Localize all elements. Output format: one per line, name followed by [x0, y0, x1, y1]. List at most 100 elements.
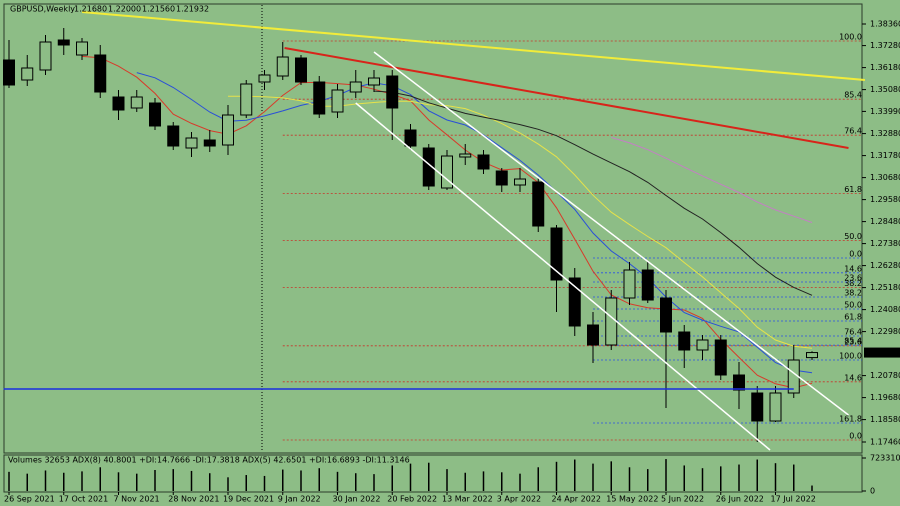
fib-label: 23.6 [844, 274, 862, 283]
y-tick-label: 1.33990 [870, 107, 900, 116]
candle-body [112, 96, 125, 111]
candle-body [422, 147, 435, 187]
candle-body [94, 54, 107, 93]
candle-body [185, 137, 198, 149]
header-price: 1.21932 [176, 5, 209, 14]
trend-line [284, 47, 849, 149]
plot-layer: 100.085.476.461.850.038.223.614.60.00.01… [3, 11, 866, 451]
candle-body [295, 57, 307, 83]
y-tick-label: 1.32880 [870, 129, 900, 138]
volume-tick-label: 723310 [870, 454, 900, 463]
candle-body [495, 170, 508, 186]
candle-body [258, 74, 271, 83]
fib-label: 76.4 [844, 127, 862, 136]
x-tick-label: 30 Jan 2022 [333, 495, 381, 504]
fib-label: 23.6 [844, 337, 862, 346]
y-tick-label: 1.29580 [870, 195, 900, 204]
fib-label: 100.0 [839, 33, 862, 42]
y-tick-label: 1.35080 [870, 85, 900, 94]
x-tick-label: 24 Apr 2022 [552, 495, 601, 504]
fib-label: 0.0 [849, 432, 862, 441]
candle-body [149, 102, 161, 127]
current-price: 1.21932 [870, 348, 900, 357]
y-tick-label: 1.31780 [870, 151, 900, 160]
x-tick-label: 26 Jun 2022 [716, 495, 764, 504]
candle-body [130, 96, 143, 109]
current-price-box [864, 347, 900, 358]
trend-line [355, 102, 771, 451]
moving-average [81, 55, 813, 389]
fib-label: 85.4 [844, 337, 862, 346]
candle-body [477, 154, 490, 170]
y-tick-label: 1.18580 [870, 415, 900, 424]
candle-body [806, 352, 818, 359]
y-tick-label: 1.36180 [870, 63, 900, 72]
candle-body [167, 125, 180, 147]
candle-body [441, 155, 453, 189]
x-tick-label: 19 Dec 2021 [223, 495, 274, 504]
x-tick-label: 15 May 2022 [606, 495, 658, 504]
y-tick-label: 1.20780 [870, 371, 900, 380]
candle-body [678, 331, 691, 351]
candle-body [696, 339, 709, 351]
fib-label: 61.8 [844, 313, 862, 322]
candle-body [39, 41, 52, 71]
x-tick-label: 9 Jan 2022 [278, 495, 321, 504]
candle-body [404, 129, 417, 147]
candle-body [276, 56, 289, 77]
x-tick-label: 28 Nov 2021 [168, 495, 219, 504]
main-panel-frame [3, 3, 863, 454]
fib-label: 100.0 [839, 352, 862, 361]
candle-body [386, 75, 399, 109]
x-tick-label: 20 Feb 2022 [387, 495, 437, 504]
y-tick-label: 1.30680 [870, 173, 900, 182]
x-tick-label: 5 Jun 2022 [661, 495, 704, 504]
candle-body [751, 392, 764, 422]
candle-body [3, 59, 15, 86]
candle-body [514, 178, 526, 186]
fib-label: 38.2 [844, 289, 862, 298]
candle-body [641, 269, 654, 301]
candle-body [623, 269, 636, 299]
candle-body [203, 139, 216, 147]
y-tick-label: 1.25180 [870, 283, 900, 292]
moving-average [227, 95, 813, 349]
x-tick-label: 26 Sep 2021 [4, 495, 55, 504]
candle-body [349, 81, 362, 93]
x-tick-label: 17 Jul 2022 [771, 495, 816, 504]
x-tick-label: 3 Apr 2022 [497, 495, 541, 504]
volume-panel-frame [3, 454, 863, 493]
moving-average [136, 72, 813, 374]
trend-line [81, 11, 866, 81]
symbol: GBPUSD,Weekly [10, 5, 75, 14]
header-price: 1.22000 [108, 5, 141, 14]
fib-label: 61.8 [844, 185, 862, 194]
y-tick-label: 1.26280 [870, 261, 900, 270]
y-tick-label: 1.17460 [870, 438, 900, 447]
header-price: 1.21560 [142, 5, 175, 14]
y-tick-label: 1.37280 [870, 41, 900, 50]
candle-body [714, 339, 727, 376]
fib-label: 161.8 [839, 415, 862, 424]
candle-body [76, 41, 88, 56]
candle-body [660, 297, 672, 333]
candle-body [21, 67, 34, 81]
y-tick-label: 1.27380 [870, 239, 900, 248]
candle-body [587, 324, 599, 346]
fib-label: 38.2 [844, 279, 862, 288]
fib-label: 76.4 [844, 328, 862, 337]
indicator-text: Volumes 32653 ADX(8) 40.8001 +DI:14.7666… [8, 456, 410, 465]
y-tick-label: 1.19680 [870, 393, 900, 402]
candle-body [459, 153, 472, 158]
y-tick-label: 1.28480 [870, 217, 900, 226]
x-tick-label: 17 Oct 2021 [59, 495, 108, 504]
candle-body [331, 89, 344, 113]
y-tick-label: 1.24080 [870, 305, 900, 314]
candle-body [57, 39, 70, 46]
fib-label: 14.6 [844, 373, 862, 382]
fib-label: 0.0 [849, 250, 862, 259]
candle-body [313, 81, 326, 115]
